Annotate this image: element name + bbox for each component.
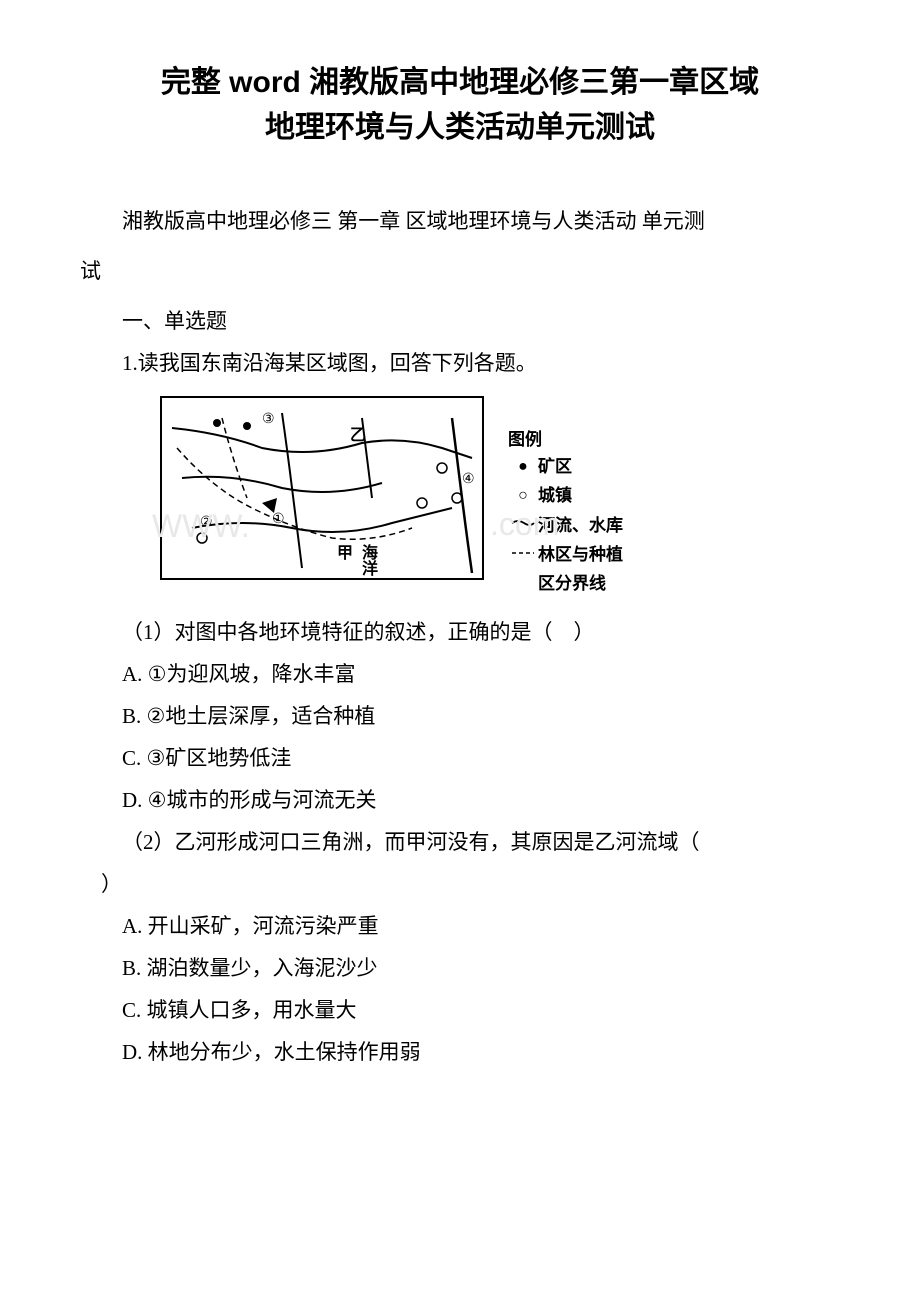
legend-symbol-town: ○	[508, 483, 538, 509]
legend-label: 矿区	[538, 453, 572, 480]
legend-label: 城镇	[538, 482, 572, 509]
map-label-n3: ③	[262, 412, 275, 427]
legend-symbol-mine: ●	[508, 454, 538, 480]
map-label-n2: ②	[200, 515, 213, 530]
document-title: 完整 word 湘教版高中地理必修三第一章区域 地理环境与人类活动单元测试	[80, 60, 840, 150]
q1-sub2-text-line2: ）	[80, 863, 840, 905]
q1-sub1-opt-a: A. ①为迎风坡，降水丰富	[80, 653, 840, 695]
map-label-n1: ①	[272, 512, 285, 527]
map-label-sea2: 洋	[362, 559, 378, 578]
q1-sub1-opt-c: C. ③矿区地势低洼	[80, 737, 840, 779]
subtitle-line2: 试	[80, 250, 840, 292]
q1-sub1-text: （1）对图中各地环境特征的叙述，正确的是（ ）	[80, 611, 840, 653]
legend: 图例 ● 矿区 ○ 城镇 河流、水库 林区与种植 区分界线	[508, 396, 623, 599]
subtitle-line1: 湘教版高中地理必修三 第一章 区域地理环境与人类活动 单元测	[80, 200, 840, 242]
legend-label: 河流、水库	[538, 512, 623, 539]
q1-stem: 1.读我国东南沿海某区域图，回答下列各题。	[80, 342, 840, 384]
q1-sub1-opt-b: B. ②地土层深厚，适合种植	[80, 695, 840, 737]
title-line2: 地理环境与人类活动单元测试	[265, 111, 655, 144]
legend-symbol-dash	[508, 542, 538, 568]
legend-item: 河流、水库	[508, 512, 623, 539]
q1-figure: ③ 乙 ④ ① ② 甲 海 洋 WWW. 图例 ● 矿区 ○ 城镇 河流、水库 …	[160, 396, 840, 599]
map-label-jia: 甲	[337, 544, 353, 562]
map-label-sea1: 海	[362, 543, 378, 562]
q1-sub2-opt-c: C. 城镇人口多，用水量大	[80, 989, 840, 1031]
legend-item: ● 矿区	[508, 453, 623, 480]
q1-sub2-opt-a: A. 开山采矿，河流污染严重	[80, 905, 840, 947]
legend-title: 图例	[508, 426, 623, 453]
legend-label: 区分界线	[538, 570, 606, 597]
map-box: ③ 乙 ④ ① ② 甲 海 洋 WWW.	[160, 396, 484, 580]
map-svg: ③ 乙 ④ ① ② 甲 海 洋	[162, 398, 482, 578]
section-heading: 一、单选题	[80, 300, 840, 342]
legend-item: 林区与种植	[508, 541, 623, 568]
map-label-n4: ④	[462, 472, 475, 487]
map-label-yi: 乙	[350, 427, 366, 444]
q1-sub2-text-line1: （2）乙河形成河口三角洲，而甲河没有，其原因是乙河流域（	[80, 821, 840, 863]
legend-symbol-river	[508, 512, 538, 538]
legend-label: 林区与种植	[538, 541, 623, 568]
q1-sub1-opt-d: D. ④城市的形成与河流无关	[80, 779, 840, 821]
legend-item: ○ 城镇	[508, 482, 623, 509]
q1-sub2-opt-d: D. 林地分布少，水土保持作用弱	[80, 1031, 840, 1073]
title-line1: 完整 word 湘教版高中地理必修三第一章区域	[161, 66, 759, 99]
q1-sub2-opt-b: B. 湖泊数量少，入海泥沙少	[80, 947, 840, 989]
legend-item: 区分界线	[508, 570, 623, 597]
